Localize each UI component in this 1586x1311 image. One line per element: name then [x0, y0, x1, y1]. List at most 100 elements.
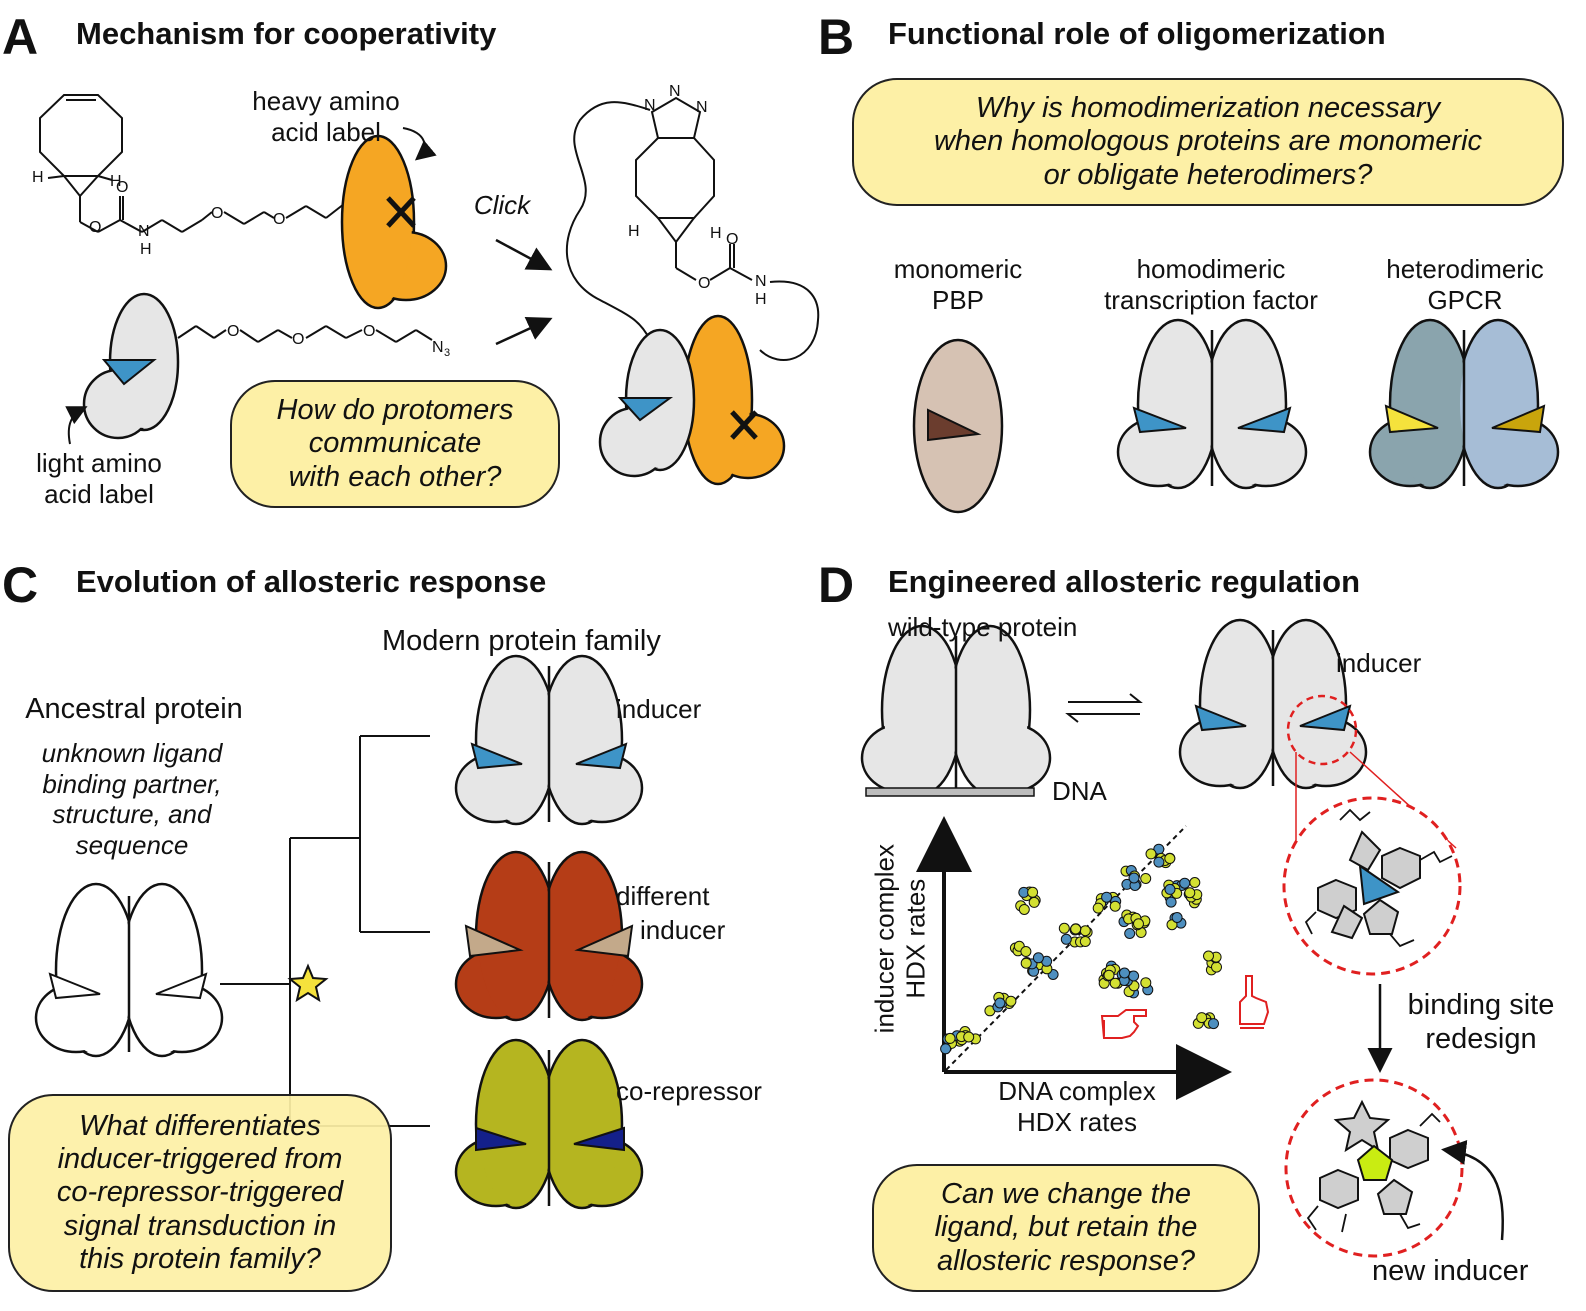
svg-text:H: H [628, 223, 640, 240]
svg-text:N: N [696, 99, 708, 116]
scatter-point [1133, 918, 1144, 930]
hdx-scatter-axes [916, 816, 1232, 1100]
scatter-point [1153, 856, 1165, 868]
scatter-point [1018, 904, 1030, 915]
dna-bar [865, 787, 1035, 797]
corepressor-label: co-repressor [616, 1076, 762, 1106]
scatter-point [1109, 900, 1121, 912]
panel-letter-a: A [2, 9, 39, 65]
scatter-point [1028, 896, 1040, 908]
different-inducer-dimer [454, 850, 644, 1022]
heavy-protomer [340, 134, 448, 310]
triazole-atom-labels: N N N H H O O N H [628, 83, 767, 308]
svg-text:H: H [140, 241, 152, 258]
pointing-hand-icon [1100, 1009, 1147, 1039]
redesign-label: binding site redesign [1407, 989, 1555, 1056]
panel-letter-c: C [2, 557, 39, 613]
svg-text:H: H [710, 225, 722, 242]
question-a: How do protomers communicate with each o… [230, 380, 560, 508]
scatter-point [1165, 896, 1177, 908]
scatter-point [940, 1043, 952, 1055]
label-monomeric-pbp: monomeric PBP [893, 254, 1023, 315]
dna-label: DNA [1052, 776, 1107, 806]
scatter-point [963, 1031, 975, 1043]
panel-title-d: Engineered allosteric regulation [888, 564, 1361, 599]
heavy-label: heavy amino acid label [252, 86, 400, 147]
scatter-point [1208, 1018, 1219, 1030]
scatter-point [1060, 933, 1072, 945]
question-c: What differentiates inducer-triggered fr… [8, 1094, 392, 1292]
scatter-point [1184, 887, 1196, 899]
new-inducer-label: new inducer [1372, 1255, 1529, 1287]
svg-text:O: O [726, 231, 738, 248]
inducer-dimer [454, 654, 644, 826]
scatter-point [1027, 886, 1039, 898]
scatter-point [1032, 952, 1044, 964]
svg-text:O: O [363, 323, 375, 340]
scatter-point [1164, 853, 1176, 864]
wild-type-label: wild-type protein [888, 612, 1078, 642]
scatter-point [1164, 883, 1176, 895]
label-heterodimeric-gpcr: heterodimeric GPCR [1386, 254, 1544, 315]
azide-linker [177, 325, 433, 343]
scatter-point [1140, 977, 1152, 989]
scatter-point [1128, 872, 1140, 884]
scatter-point [1128, 970, 1140, 982]
heterodimeric-gpcr [1368, 318, 1560, 490]
x-axis-label: DNA complex HDX rates [998, 1076, 1156, 1137]
pointing-hand-up-icon [1239, 975, 1270, 1029]
scatter-point [1145, 848, 1157, 860]
panel-title-b: Functional role of oligomerization [888, 16, 1386, 51]
hdx-scatter-points [940, 843, 1222, 1055]
azide-atom-labels: O O O N 3 [227, 323, 450, 359]
scatter-point [1189, 877, 1201, 888]
svg-text:O: O [227, 323, 239, 340]
x-mark-icon [730, 410, 758, 440]
svg-text:O: O [273, 211, 285, 228]
scatter-point [1079, 925, 1091, 937]
triazole-product [566, 96, 820, 361]
new-inducer-arrow [1441, 1139, 1504, 1241]
panel-title-a: Mechanism for cooperativity [76, 16, 497, 51]
corepressor-dimer [454, 1038, 644, 1210]
y-axis-label: inducer complex HDX rates [869, 844, 930, 1034]
scatter-point [1196, 1012, 1208, 1024]
binding-site-highlight [1286, 694, 1358, 766]
scatter-point [1179, 877, 1191, 889]
ancestral-description: unknown ligand binding partner, structur… [41, 738, 223, 861]
modern-family-label: Modern protein family [382, 625, 661, 657]
scatter-point [1103, 969, 1115, 981]
equilibrium-arrows [1065, 693, 1143, 723]
svg-text:O: O [292, 331, 304, 348]
light-label: light amino acid label [36, 448, 162, 509]
bcn-molecule [39, 94, 345, 233]
scatter-point [1092, 902, 1104, 914]
panel-title-c: Evolution of allosteric response [76, 564, 547, 599]
star-icon [287, 963, 329, 1003]
scatter-point [1020, 946, 1032, 957]
svg-text:O: O [698, 275, 710, 292]
svg-text:N: N [432, 339, 444, 356]
svg-text:N: N [669, 83, 681, 100]
scatter-point [1171, 912, 1183, 923]
inducer-label-c: inducer [616, 694, 702, 724]
scatter-point [1140, 873, 1152, 884]
scatter-point [1119, 967, 1130, 979]
homodimeric-tf [1116, 318, 1308, 490]
scatter-point [1211, 961, 1222, 973]
svg-text:O: O [89, 219, 101, 236]
label-homodimeric-tf: homodimeric transcription factor [1104, 254, 1318, 315]
click-arrow-bottom [495, 317, 553, 346]
svg-text:3: 3 [444, 347, 450, 359]
svg-text:O: O [116, 179, 128, 196]
scatter-point [1124, 928, 1136, 939]
binding-site-zoom [1282, 796, 1462, 976]
svg-text:H: H [110, 173, 122, 190]
ancestral-title: Ancestral protein [25, 693, 243, 725]
svg-text:O: O [211, 205, 223, 222]
scatter-point [1079, 936, 1091, 947]
click-label: Click [473, 190, 531, 220]
scatter-point [944, 1032, 956, 1044]
x-mark-icon [386, 196, 416, 228]
